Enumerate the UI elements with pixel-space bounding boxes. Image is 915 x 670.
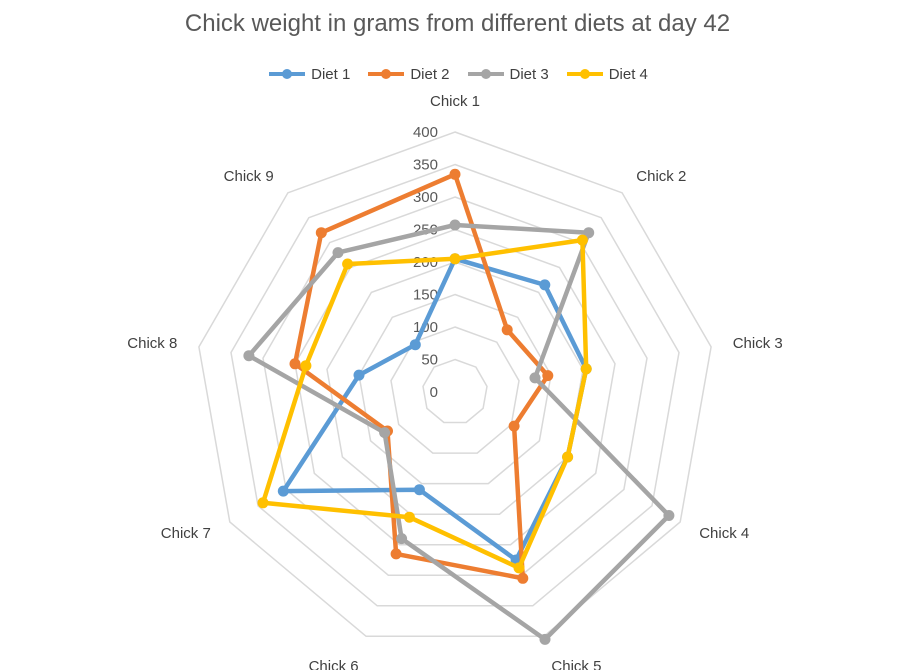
data-point-diet-4-1 <box>449 253 461 265</box>
data-point-diet-1-9 <box>409 339 421 351</box>
data-point-diet-4-5 <box>513 562 525 574</box>
data-point-diet-3-1 <box>449 219 461 231</box>
data-point-diet-3-5 <box>539 633 551 645</box>
category-label-chick-6: Chick 6 <box>309 658 359 670</box>
tick-label-300: 300 <box>413 189 438 206</box>
tick-label-50: 50 <box>421 352 438 369</box>
data-point-diet-4-2 <box>576 234 588 246</box>
data-point-diet-3-9 <box>332 247 344 259</box>
legend-label-diet-4: Diet 4 <box>608 65 648 83</box>
category-label-chick-5: Chick 5 <box>551 658 601 670</box>
data-point-diet-1-2 <box>539 279 551 291</box>
data-point-diet-2-3 <box>542 370 554 382</box>
data-point-diet-2-6 <box>390 548 402 560</box>
category-label-chick-8: Chick 8 <box>127 335 177 352</box>
series-line-diet-3 <box>246 222 672 642</box>
series-diet-3 <box>243 219 675 645</box>
legend-item-diet-2: Diet 2 <box>366 64 450 84</box>
grid-ring-150 <box>358 293 552 485</box>
series-line-diet-2 <box>292 172 551 581</box>
data-point-diet-3-6 <box>396 533 408 545</box>
data-point-diet-2-2 <box>501 324 513 336</box>
data-point-diet-3-4 <box>663 510 675 521</box>
data-point-diet-1-7 <box>277 485 289 497</box>
data-point-diet-4-6 <box>403 511 415 523</box>
data-point-diet-4-7 <box>257 497 269 509</box>
data-point-diet-4-8 <box>300 360 312 372</box>
legend-swatch-diet-4 <box>566 69 603 79</box>
legend-swatch-diet-1 <box>269 69 306 79</box>
data-point-diet-2-8 <box>289 358 301 370</box>
series-diet-4 <box>257 234 592 574</box>
legend-item-diet-3: Diet 3 <box>466 64 549 84</box>
chart-title: Chick weight in grams from different die… <box>184 10 731 37</box>
category-label-chick-4: Chick 4 <box>699 525 749 542</box>
data-point-diet-2-4 <box>508 420 520 432</box>
legend-item-diet-4: Diet 4 <box>565 64 648 84</box>
legend-label-diet-2: Diet 2 <box>410 65 450 83</box>
category-labels: Chick 1 Chick 2 Chick 3 Chick 4 Chick 5 Chick… <box>127 93 782 670</box>
legend-swatch-diet-2 <box>368 69 405 79</box>
data-point-diet-3-3 <box>529 372 541 384</box>
grid-ring-100 <box>390 326 520 454</box>
tick-label-150: 150 <box>413 287 438 304</box>
category-label-chick-3: Chick 3 <box>733 335 783 352</box>
tick-label-350: 350 <box>413 157 438 174</box>
grid <box>198 131 712 638</box>
data-point-diet-4-4 <box>562 451 574 463</box>
grid-ring-250 <box>294 228 616 546</box>
grid-ring-350 <box>230 163 680 607</box>
category-label-chick-2: Chick 2 <box>636 168 686 185</box>
data-point-diet-3-8 <box>243 350 255 362</box>
data-point-diet-1-8 <box>353 369 365 381</box>
legend-item-diet-1: Diet 1 <box>267 64 350 84</box>
tick-label-400: 400 <box>413 124 438 141</box>
data-point-diet-2-1 <box>449 168 461 180</box>
data-point-diet-4-3 <box>580 363 592 375</box>
data-point-diet-4-9 <box>342 258 354 270</box>
grid-ring-400 <box>198 131 712 638</box>
data-point-diet-2-5 <box>517 572 529 584</box>
data-point-diet-3-2 <box>583 227 595 239</box>
category-label-chick-9: Chick 9 <box>224 168 274 185</box>
grid-ring-50 <box>422 358 488 424</box>
series-line-diet-4 <box>260 237 589 571</box>
category-label-chick-7: Chick 7 <box>161 525 211 542</box>
legend-swatch-diet-3 <box>467 69 504 79</box>
data-point-diet-2-9 <box>315 227 327 239</box>
data-point-diet-3-7 <box>379 427 391 439</box>
legend: Diet 1 Diet 2 Diet 3 Diet 4 <box>0 64 915 84</box>
data-point-diet-1-6 <box>413 484 425 496</box>
tick-label-0: 0 <box>430 384 438 401</box>
series-line-diet-1 <box>281 256 589 563</box>
legend-label-diet-1: Diet 1 <box>311 65 351 83</box>
category-label-chick-1: Chick 1 <box>430 93 480 110</box>
legend-label-diet-3: Diet 3 <box>509 65 549 83</box>
